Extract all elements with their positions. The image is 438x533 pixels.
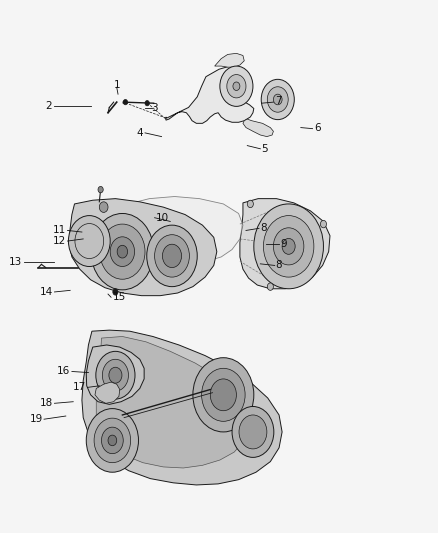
Text: 11: 11 xyxy=(53,225,66,236)
Ellipse shape xyxy=(109,367,122,383)
Ellipse shape xyxy=(273,94,282,105)
Text: 4: 4 xyxy=(136,128,143,138)
Ellipse shape xyxy=(227,75,246,98)
Ellipse shape xyxy=(98,187,103,193)
Polygon shape xyxy=(215,53,244,67)
Ellipse shape xyxy=(233,82,240,91)
Polygon shape xyxy=(86,345,144,405)
Ellipse shape xyxy=(193,358,254,432)
Ellipse shape xyxy=(267,87,288,112)
Ellipse shape xyxy=(155,235,189,277)
Text: 5: 5 xyxy=(261,144,268,154)
Text: 6: 6 xyxy=(314,123,321,133)
Text: 18: 18 xyxy=(39,398,53,408)
Polygon shape xyxy=(243,119,273,136)
Text: 13: 13 xyxy=(9,257,22,267)
Ellipse shape xyxy=(254,204,323,289)
Ellipse shape xyxy=(102,427,123,454)
Ellipse shape xyxy=(239,415,267,449)
Ellipse shape xyxy=(108,435,117,446)
Ellipse shape xyxy=(282,238,295,254)
Ellipse shape xyxy=(99,202,108,213)
Text: 8: 8 xyxy=(260,223,267,233)
Polygon shape xyxy=(82,330,282,485)
Ellipse shape xyxy=(273,228,304,265)
Text: 12: 12 xyxy=(53,236,66,246)
Text: 8: 8 xyxy=(276,261,282,270)
Ellipse shape xyxy=(91,214,154,290)
Ellipse shape xyxy=(68,216,110,266)
Ellipse shape xyxy=(110,237,134,266)
Ellipse shape xyxy=(162,244,182,268)
Text: 2: 2 xyxy=(45,101,51,111)
Ellipse shape xyxy=(267,283,273,290)
Ellipse shape xyxy=(232,407,274,457)
Ellipse shape xyxy=(321,220,326,228)
Ellipse shape xyxy=(96,351,135,399)
Ellipse shape xyxy=(263,216,314,277)
Ellipse shape xyxy=(201,368,245,421)
Text: 16: 16 xyxy=(57,367,70,376)
Ellipse shape xyxy=(100,224,145,279)
Ellipse shape xyxy=(94,418,131,463)
Ellipse shape xyxy=(117,245,127,258)
Ellipse shape xyxy=(147,225,197,287)
Text: 10: 10 xyxy=(156,213,169,223)
Polygon shape xyxy=(69,199,217,296)
Polygon shape xyxy=(240,199,330,289)
Text: 15: 15 xyxy=(113,292,126,302)
Ellipse shape xyxy=(210,379,237,411)
Text: 9: 9 xyxy=(280,239,286,249)
Ellipse shape xyxy=(113,289,118,295)
Polygon shape xyxy=(166,66,254,123)
Ellipse shape xyxy=(102,359,128,391)
Text: 3: 3 xyxy=(152,103,158,114)
Ellipse shape xyxy=(86,409,138,472)
Ellipse shape xyxy=(261,79,294,119)
Text: 17: 17 xyxy=(73,382,86,392)
Ellipse shape xyxy=(220,66,253,107)
Ellipse shape xyxy=(123,100,127,105)
Polygon shape xyxy=(95,382,120,403)
Text: 7: 7 xyxy=(275,96,281,106)
Text: 1: 1 xyxy=(113,80,120,90)
Text: 19: 19 xyxy=(29,414,43,424)
Text: 14: 14 xyxy=(39,287,53,297)
Polygon shape xyxy=(125,197,243,262)
Polygon shape xyxy=(96,336,249,468)
Ellipse shape xyxy=(145,101,149,106)
Ellipse shape xyxy=(247,200,253,208)
